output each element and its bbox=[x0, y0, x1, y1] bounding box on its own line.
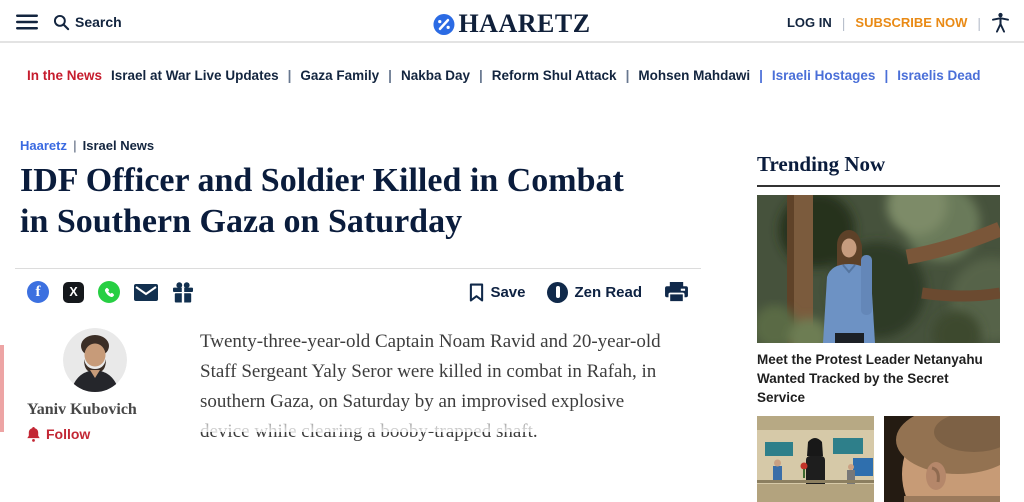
zen-read-icon bbox=[547, 281, 569, 303]
trending-thumbnails bbox=[757, 416, 1000, 502]
subscribe-button[interactable]: SUBSCRIBE NOW bbox=[855, 15, 968, 30]
article-divider bbox=[15, 268, 701, 269]
trending-lead-image[interactable] bbox=[757, 195, 1000, 343]
trending-now-title: Trending Now bbox=[757, 152, 886, 176]
header-divider: | bbox=[841, 14, 846, 31]
ticker-link[interactable]: Israelis Dead bbox=[897, 68, 981, 83]
accessibility-icon[interactable] bbox=[991, 12, 1010, 33]
page-title: IDF Officer and Soldier Killed in Combat… bbox=[20, 162, 624, 240]
ticker-separator: | bbox=[287, 68, 292, 83]
follow-button[interactable]: Follow bbox=[27, 426, 192, 442]
facebook-share-icon[interactable]: f bbox=[27, 281, 49, 303]
save-button[interactable]: Save bbox=[469, 283, 525, 302]
share-toolbar: f X bbox=[27, 281, 689, 303]
ticker-separator: | bbox=[884, 68, 889, 83]
in-the-news-label: In the News bbox=[27, 68, 103, 83]
bookmark-icon bbox=[469, 283, 484, 302]
haaretz-logo[interactable]: HAARETZ bbox=[433, 9, 590, 39]
ticker-separator: | bbox=[388, 68, 392, 83]
trending-lead-caption[interactable]: Meet the Protest Leader Netanyahu Wanted… bbox=[757, 352, 983, 405]
ticker-link[interactable]: Mohsen Mahdawi bbox=[638, 68, 751, 83]
breadcrumb-haaretz[interactable]: Haaretz bbox=[20, 138, 67, 153]
ticker-link[interactable]: Nakba Day bbox=[400, 68, 470, 83]
whatsapp-share-icon[interactable] bbox=[98, 281, 120, 303]
haaretz-logo-mark-icon bbox=[433, 13, 455, 35]
hamburger-menu-icon[interactable] bbox=[16, 14, 38, 30]
ticker-separator: | bbox=[625, 68, 630, 83]
gift-share-icon[interactable] bbox=[172, 281, 194, 303]
site-header: Search HAARETZ LOG IN | SUBSCRIBE NOW | bbox=[0, 0, 1024, 43]
header-divider: | bbox=[977, 14, 981, 31]
save-label: Save bbox=[490, 283, 526, 301]
ticker-link[interactable]: Israeli Hostages bbox=[771, 68, 876, 83]
trending-thumb-head[interactable] bbox=[883, 416, 1000, 502]
breadcrumb-israel-news[interactable]: Israel News bbox=[82, 138, 155, 153]
breadcrumb-separator: | bbox=[72, 138, 77, 153]
breadcrumb: Haaretz | Israel News bbox=[20, 138, 154, 153]
ticker-link[interactable]: Israel at War Live Updates bbox=[111, 68, 279, 83]
ticker-separator: | bbox=[759, 68, 763, 83]
author-block: Yaniv Kubovich Follow bbox=[27, 328, 192, 442]
login-button[interactable]: LOG IN bbox=[786, 15, 832, 30]
trending-sidebar: Trending Now bbox=[757, 152, 1000, 502]
email-share-icon[interactable] bbox=[134, 283, 158, 301]
lead-paragraph: Twenty-three-year-old Captain Noam Ravid… bbox=[200, 331, 661, 442]
trending-rule bbox=[757, 185, 1000, 187]
search-label: Search bbox=[75, 14, 122, 30]
trending-thumb-airport[interactable] bbox=[757, 416, 874, 502]
left-edge-widget[interactable] bbox=[0, 345, 4, 432]
ticker-link[interactable]: Gaza Family bbox=[300, 68, 380, 83]
in-the-news-bar: In the News Israel at War Live Updates |… bbox=[27, 68, 981, 83]
zen-read-label: Zen Read bbox=[574, 283, 642, 301]
print-button[interactable] bbox=[664, 281, 689, 303]
zen-read-button[interactable]: Zen Read bbox=[547, 281, 642, 303]
search-button[interactable]: Search bbox=[52, 13, 122, 31]
ticker-separator: | bbox=[479, 68, 483, 83]
ticker-link[interactable]: Reform Shul Attack bbox=[491, 68, 617, 83]
logo-wordmark: HAARETZ bbox=[458, 9, 591, 38]
follow-bell-icon bbox=[27, 426, 40, 442]
follow-label: Follow bbox=[46, 426, 91, 442]
author-avatar[interactable] bbox=[63, 328, 127, 392]
x-twitter-share-icon[interactable]: X bbox=[63, 281, 84, 303]
author-name[interactable]: Yaniv Kubovich bbox=[27, 401, 137, 418]
search-icon bbox=[52, 13, 70, 31]
